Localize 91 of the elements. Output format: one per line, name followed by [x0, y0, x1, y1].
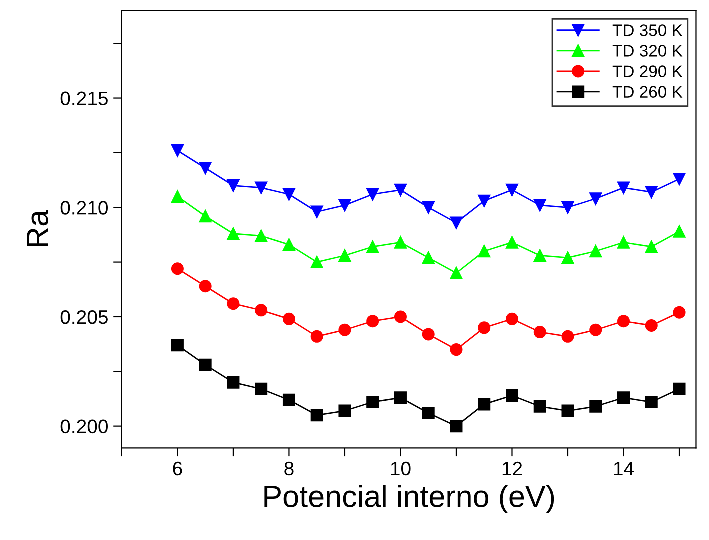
point	[590, 245, 602, 258]
point	[450, 266, 463, 280]
point	[338, 199, 352, 212]
point	[562, 201, 574, 214]
point	[590, 324, 602, 336]
x-tick-label: 6	[173, 462, 182, 476]
point	[618, 392, 630, 404]
point	[338, 249, 352, 262]
point	[673, 225, 686, 238]
x-tick-label: 10	[391, 462, 411, 476]
x-axis-title: Potencial interno (eV)	[264, 485, 554, 514]
point	[590, 400, 602, 413]
point	[450, 420, 463, 433]
point	[422, 252, 435, 264]
point	[282, 312, 296, 326]
legend-label: TD 320 K	[612, 45, 683, 57]
point	[534, 249, 546, 262]
point	[310, 409, 324, 422]
point	[478, 398, 491, 411]
point	[478, 322, 491, 334]
point	[645, 186, 658, 199]
point	[199, 280, 212, 293]
point	[282, 394, 296, 406]
point	[255, 182, 268, 194]
y-axis-title: Ra	[27, 210, 49, 247]
point	[171, 339, 184, 352]
text: 0.200	[60, 420, 108, 434]
point	[338, 404, 352, 418]
point	[227, 298, 240, 310]
point	[478, 245, 491, 258]
point	[506, 236, 518, 249]
point	[590, 192, 602, 206]
point	[645, 240, 658, 254]
point	[478, 194, 491, 208]
point	[366, 240, 380, 254]
point	[422, 328, 435, 341]
x-tick-label: 14	[614, 462, 634, 476]
point	[645, 319, 658, 332]
point	[534, 199, 546, 212]
point	[310, 256, 324, 269]
point	[171, 144, 184, 158]
point	[506, 312, 518, 326]
point	[199, 162, 212, 175]
point	[506, 389, 518, 402]
point	[199, 358, 212, 372]
legend-label: TD 290 K	[612, 66, 683, 78]
point	[255, 230, 268, 242]
point	[534, 326, 546, 339]
point	[422, 406, 435, 420]
point	[394, 184, 407, 196]
point	[450, 216, 463, 230]
point	[227, 180, 240, 192]
point	[562, 252, 574, 264]
point	[673, 382, 686, 396]
point	[394, 392, 407, 404]
point	[673, 172, 686, 186]
point	[673, 306, 686, 319]
point	[199, 210, 212, 223]
point	[618, 236, 630, 249]
point	[282, 188, 296, 201]
legend-label: TD 260 K	[612, 86, 683, 98]
point	[618, 182, 630, 194]
point	[618, 315, 630, 328]
point	[534, 400, 546, 413]
point	[310, 330, 324, 343]
point	[645, 396, 658, 409]
point	[310, 206, 324, 218]
point	[506, 184, 518, 196]
point	[562, 404, 574, 418]
x-tick-label: 8	[284, 462, 294, 476]
point	[171, 190, 184, 203]
point	[366, 315, 380, 328]
text: 0.210	[60, 201, 108, 215]
point	[394, 310, 407, 324]
y-tick-label: 0.205	[60, 310, 108, 324]
point	[338, 324, 352, 336]
point	[255, 304, 268, 317]
point	[282, 238, 296, 252]
point	[562, 330, 574, 343]
point	[394, 236, 407, 249]
point	[366, 188, 380, 201]
point	[171, 262, 184, 276]
y-tick-label: 0.215	[60, 92, 108, 106]
x-tick-label: 12	[502, 462, 522, 476]
legend-label: TD 350 K	[612, 24, 683, 36]
point	[366, 396, 380, 409]
point	[227, 376, 240, 389]
point	[450, 344, 463, 356]
point	[227, 228, 240, 240]
point	[255, 382, 268, 396]
point	[422, 201, 435, 214]
